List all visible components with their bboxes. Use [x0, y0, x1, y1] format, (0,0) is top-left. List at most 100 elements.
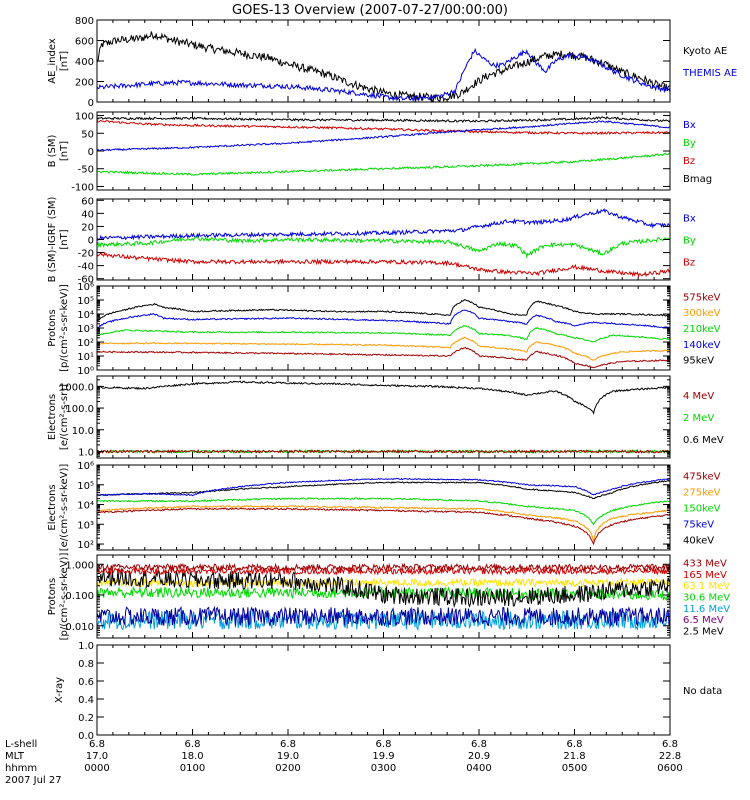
- legend-150kev: 150keV: [683, 504, 721, 515]
- y-tick-label: 800: [75, 16, 94, 27]
- y-tick-label: 10²: [77, 540, 94, 551]
- series-protons-high-6-5-mev: [96, 605, 671, 628]
- panel-bsm: -100 -50 0 50 100 B (SM) [nT] Bx By Bz Bmag: [47, 111, 712, 193]
- y-axis-label: B (SM): [47, 134, 58, 167]
- legend-475kev: 475keV: [683, 471, 721, 482]
- series-bsm-igrf-bz: [96, 251, 671, 278]
- x-tick-label: 0100: [180, 763, 205, 774]
- y-tick-label: 100.0: [65, 404, 94, 415]
- y-tick-label: 10⁴: [77, 310, 94, 321]
- legend-4-mev: 4 MeV: [683, 391, 714, 402]
- x-date-label: 2007 Jul 27: [5, 775, 62, 786]
- y-tick-label: 10⁵: [77, 296, 94, 307]
- x-tick-label: 19.9: [372, 751, 394, 762]
- y-axis-unit: [p/(cm²-s-sr-keV)]: [59, 284, 70, 372]
- x-axis-annotation: L-shell 6.8 6.8 6.8 6.8 6.8 6.8 6.8 MLT 17.0 18.0 1…: [5, 739, 683, 786]
- y-tick-label: 1.0: [78, 447, 94, 458]
- y-tick-label: 50: [81, 129, 94, 140]
- y-tick-label: 10.0: [72, 426, 94, 437]
- y-tick-label: 0: [88, 236, 94, 247]
- legend-bz: Bz: [683, 156, 695, 167]
- series-protons-low-210kev: [97, 324, 671, 343]
- series-protons-high-165-mev: [96, 566, 671, 576]
- panel-electrons-diff: 10² 10³ 10⁴ 10⁵ 10⁶ Electrons [e/(cm²-s-sr-keV…: [47, 461, 721, 551]
- series-electrons-diff-75kev: [96, 477, 671, 497]
- legend-0-6-mev: 0.6 MeV: [683, 435, 724, 446]
- legend-210kev: 210keV: [683, 324, 721, 335]
- y-axis-unit: [p/(cm²-s-sr-keV)]: [59, 553, 70, 641]
- panel-frame: [96, 285, 671, 371]
- panel-bsm-igrf: -60 -40 -20 0 20 40 60 B (SM)-IGRF (SM) [nT] Bx By…: [47, 196, 696, 285]
- y-tick-label: 0: [88, 147, 94, 158]
- legend-140kev: 140keV: [683, 340, 721, 351]
- series-bsm-by: [96, 152, 671, 176]
- y-tick-label: 0.010: [65, 622, 94, 633]
- legend-75kev: 75keV: [683, 520, 714, 531]
- x-row-label-l-shell: L-shell: [5, 739, 37, 750]
- series-electrons-diff-150kev: [96, 497, 671, 526]
- y-tick-label: 10⁰: [77, 366, 94, 377]
- y-tick-label: -40: [78, 262, 94, 273]
- series-protons-high-63-1-mev: [96, 577, 671, 588]
- y-tick-label: 0.100: [65, 591, 94, 602]
- x-tick-label: 21.8: [563, 751, 585, 762]
- y-tick-label: 100: [75, 112, 94, 123]
- legend-2-5-mev: 2.5 MeV: [683, 627, 724, 638]
- series-electrons-int-0-6-mev: [96, 380, 671, 416]
- y-tick-label: 0.2: [78, 713, 94, 724]
- y-tick-label: 1.000: [65, 560, 94, 571]
- y-tick-label: -20: [78, 249, 94, 260]
- legend-300kev: 300keV: [683, 308, 721, 319]
- legend-30-6-mev: 30.6 MeV: [683, 593, 730, 604]
- x-tick-label: 6.8: [280, 739, 296, 750]
- series-bsm-bx: [96, 120, 671, 152]
- legend-bx: Bx: [683, 214, 696, 225]
- legend-by: By: [683, 236, 696, 247]
- legend-40kev: 40keV: [683, 536, 714, 547]
- y-tick-label: -60: [78, 275, 94, 286]
- y-tick-label: 10⁵: [77, 481, 94, 492]
- x-tick-label: 0400: [466, 763, 491, 774]
- y-tick-label: 400: [75, 57, 94, 68]
- series-ae-kyoto-ae: [96, 31, 671, 103]
- x-tick-label: 6.8: [376, 739, 392, 750]
- legend-165-mev: 165 MeV: [683, 570, 727, 581]
- legend-bmag: Bmag: [683, 174, 712, 185]
- y-tick-label: 10⁶: [77, 282, 94, 293]
- y-axis-label: AE_index: [47, 38, 58, 84]
- x-row-label-mlt: MLT: [5, 751, 25, 762]
- no-data-note: No data: [683, 686, 722, 697]
- series-electrons-diff-275kev: [96, 504, 671, 542]
- legend-95kev: 95keV: [683, 356, 714, 367]
- x-tick-label: 19.0: [277, 751, 299, 762]
- legend-by: By: [683, 138, 696, 149]
- y-tick-label: 0.4: [78, 695, 94, 706]
- x-tick-label: 6.8: [185, 739, 201, 750]
- x-tick-label: 20.9: [468, 751, 490, 762]
- x-tick-label: 0000: [84, 763, 109, 774]
- y-tick-label: 10³: [77, 324, 94, 335]
- y-tick-label: 0.0: [78, 731, 94, 742]
- chart-title: GOES-13 Overview (2007-07-27/00:00:00): [232, 3, 508, 18]
- series-bsm-igrf-bx: [96, 207, 671, 241]
- legend-2-mev: 2 MeV: [683, 413, 714, 424]
- y-tick-label: 1.0: [78, 641, 94, 652]
- series-bsm-bz: [96, 119, 671, 136]
- x-row-label-hhmm: hhmm: [5, 763, 37, 774]
- y-tick-label: 10³: [77, 520, 94, 531]
- series-protons-low-95kev: [96, 299, 671, 322]
- x-tick-label: 6.8: [567, 739, 583, 750]
- legend-kyoto-ae: Kyoto AE: [683, 46, 727, 57]
- legend-575kev: 575keV: [683, 292, 721, 303]
- series-electrons-diff-40kev: [96, 479, 671, 500]
- series-bsm-igrf-by: [96, 236, 671, 259]
- y-axis-label: B (SM)-IGRF (SM): [47, 197, 58, 283]
- series-protons-low-140kev: [96, 309, 671, 330]
- legend-63-1-mev: 63.1 MeV: [683, 581, 730, 592]
- x-tick-label: 18.0: [181, 751, 203, 762]
- y-tick-label: 10⁶: [77, 461, 94, 472]
- y-tick-label: -50: [78, 165, 94, 176]
